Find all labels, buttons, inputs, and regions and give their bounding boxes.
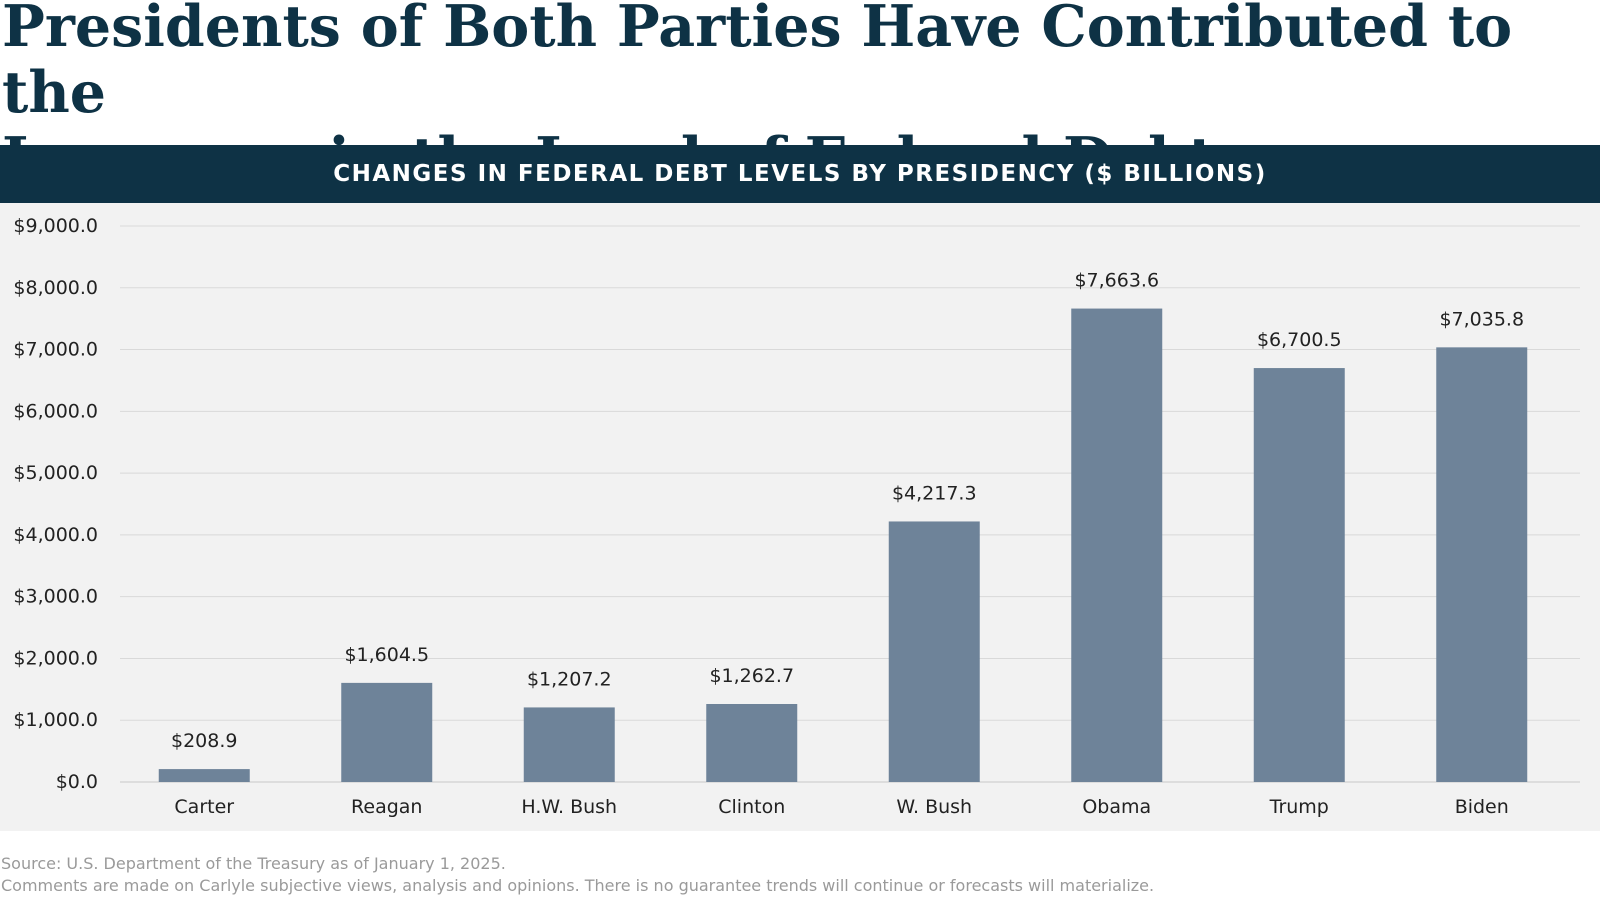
bar-clinton	[706, 703, 798, 782]
category-label: Reagan	[351, 796, 422, 818]
y-tick-label: $2,000.0	[13, 647, 98, 669]
y-tick-label: $8,000.0	[13, 277, 98, 299]
category-label: Trump	[1269, 796, 1329, 818]
value-label: $4,217.3	[892, 482, 977, 504]
y-tick-label: $7,000.0	[13, 339, 98, 361]
bar-reagan	[341, 682, 433, 782]
bar-biden	[1436, 347, 1528, 782]
bar-carter	[158, 769, 250, 782]
value-label: $6,700.5	[1257, 329, 1342, 351]
y-tick-label: $1,000.0	[13, 709, 98, 731]
y-tick-label: $0.0	[56, 771, 98, 793]
y-tick-label: $5,000.0	[13, 462, 98, 484]
y-tick-label: $9,000.0	[13, 215, 98, 237]
category-label: Carter	[174, 796, 234, 818]
value-label: $208.9	[171, 730, 237, 752]
value-label: $1,207.2	[527, 668, 612, 690]
category-label: Biden	[1455, 796, 1509, 818]
value-label: $1,604.5	[344, 644, 429, 666]
category-label: Clinton	[718, 796, 785, 818]
bar-w-bush	[888, 521, 980, 782]
gridlines	[120, 225, 1580, 783]
value-label: $7,035.8	[1439, 308, 1524, 330]
chart-title-banner: CHANGES IN FEDERAL DEBT LEVELS BY PRESID…	[0, 145, 1600, 203]
source-note: Source: U.S. Department of the Treasury …	[1, 854, 506, 873]
category-label: Obama	[1082, 796, 1151, 818]
y-tick-label: $4,000.0	[13, 524, 98, 546]
value-label: $7,663.6	[1074, 270, 1159, 292]
value-label: $1,262.7	[709, 665, 794, 687]
bar-h-w-bush	[523, 707, 615, 782]
title-line-1: Presidents of Both Parties Have Contribu…	[2, 0, 1513, 126]
chart-title: CHANGES IN FEDERAL DEBT LEVELS BY PRESID…	[333, 161, 1267, 187]
category-label: H.W. Bush	[521, 796, 617, 818]
y-tick-label: $3,000.0	[13, 586, 98, 608]
bar-chart: $0.0 $1,000.0 $2,000.0 $3,000.0 $4,000.0 $5,0…	[13, 215, 1580, 818]
value-labels: $208.9 $1,604.5 $1,207.2 $1,262.7 $4,217.3 $7…	[171, 270, 1524, 753]
bar-obama	[1071, 308, 1163, 782]
bar-trump	[1253, 368, 1345, 782]
category-labels: Carter Reagan H.W. Bush Clinton W. Bush Obama…	[174, 796, 1508, 818]
y-axis-ticks: $0.0 $1,000.0 $2,000.0 $3,000.0 $4,000.0 $5,0…	[13, 215, 98, 793]
disclaimer-note: Comments are made on Carlyle subjective …	[1, 876, 1155, 895]
category-label: W. Bush	[896, 796, 972, 818]
footer: Source: U.S. Department of the Treasury …	[1, 853, 1591, 897]
y-tick-label: $6,000.0	[13, 400, 98, 422]
bars	[158, 308, 1528, 782]
